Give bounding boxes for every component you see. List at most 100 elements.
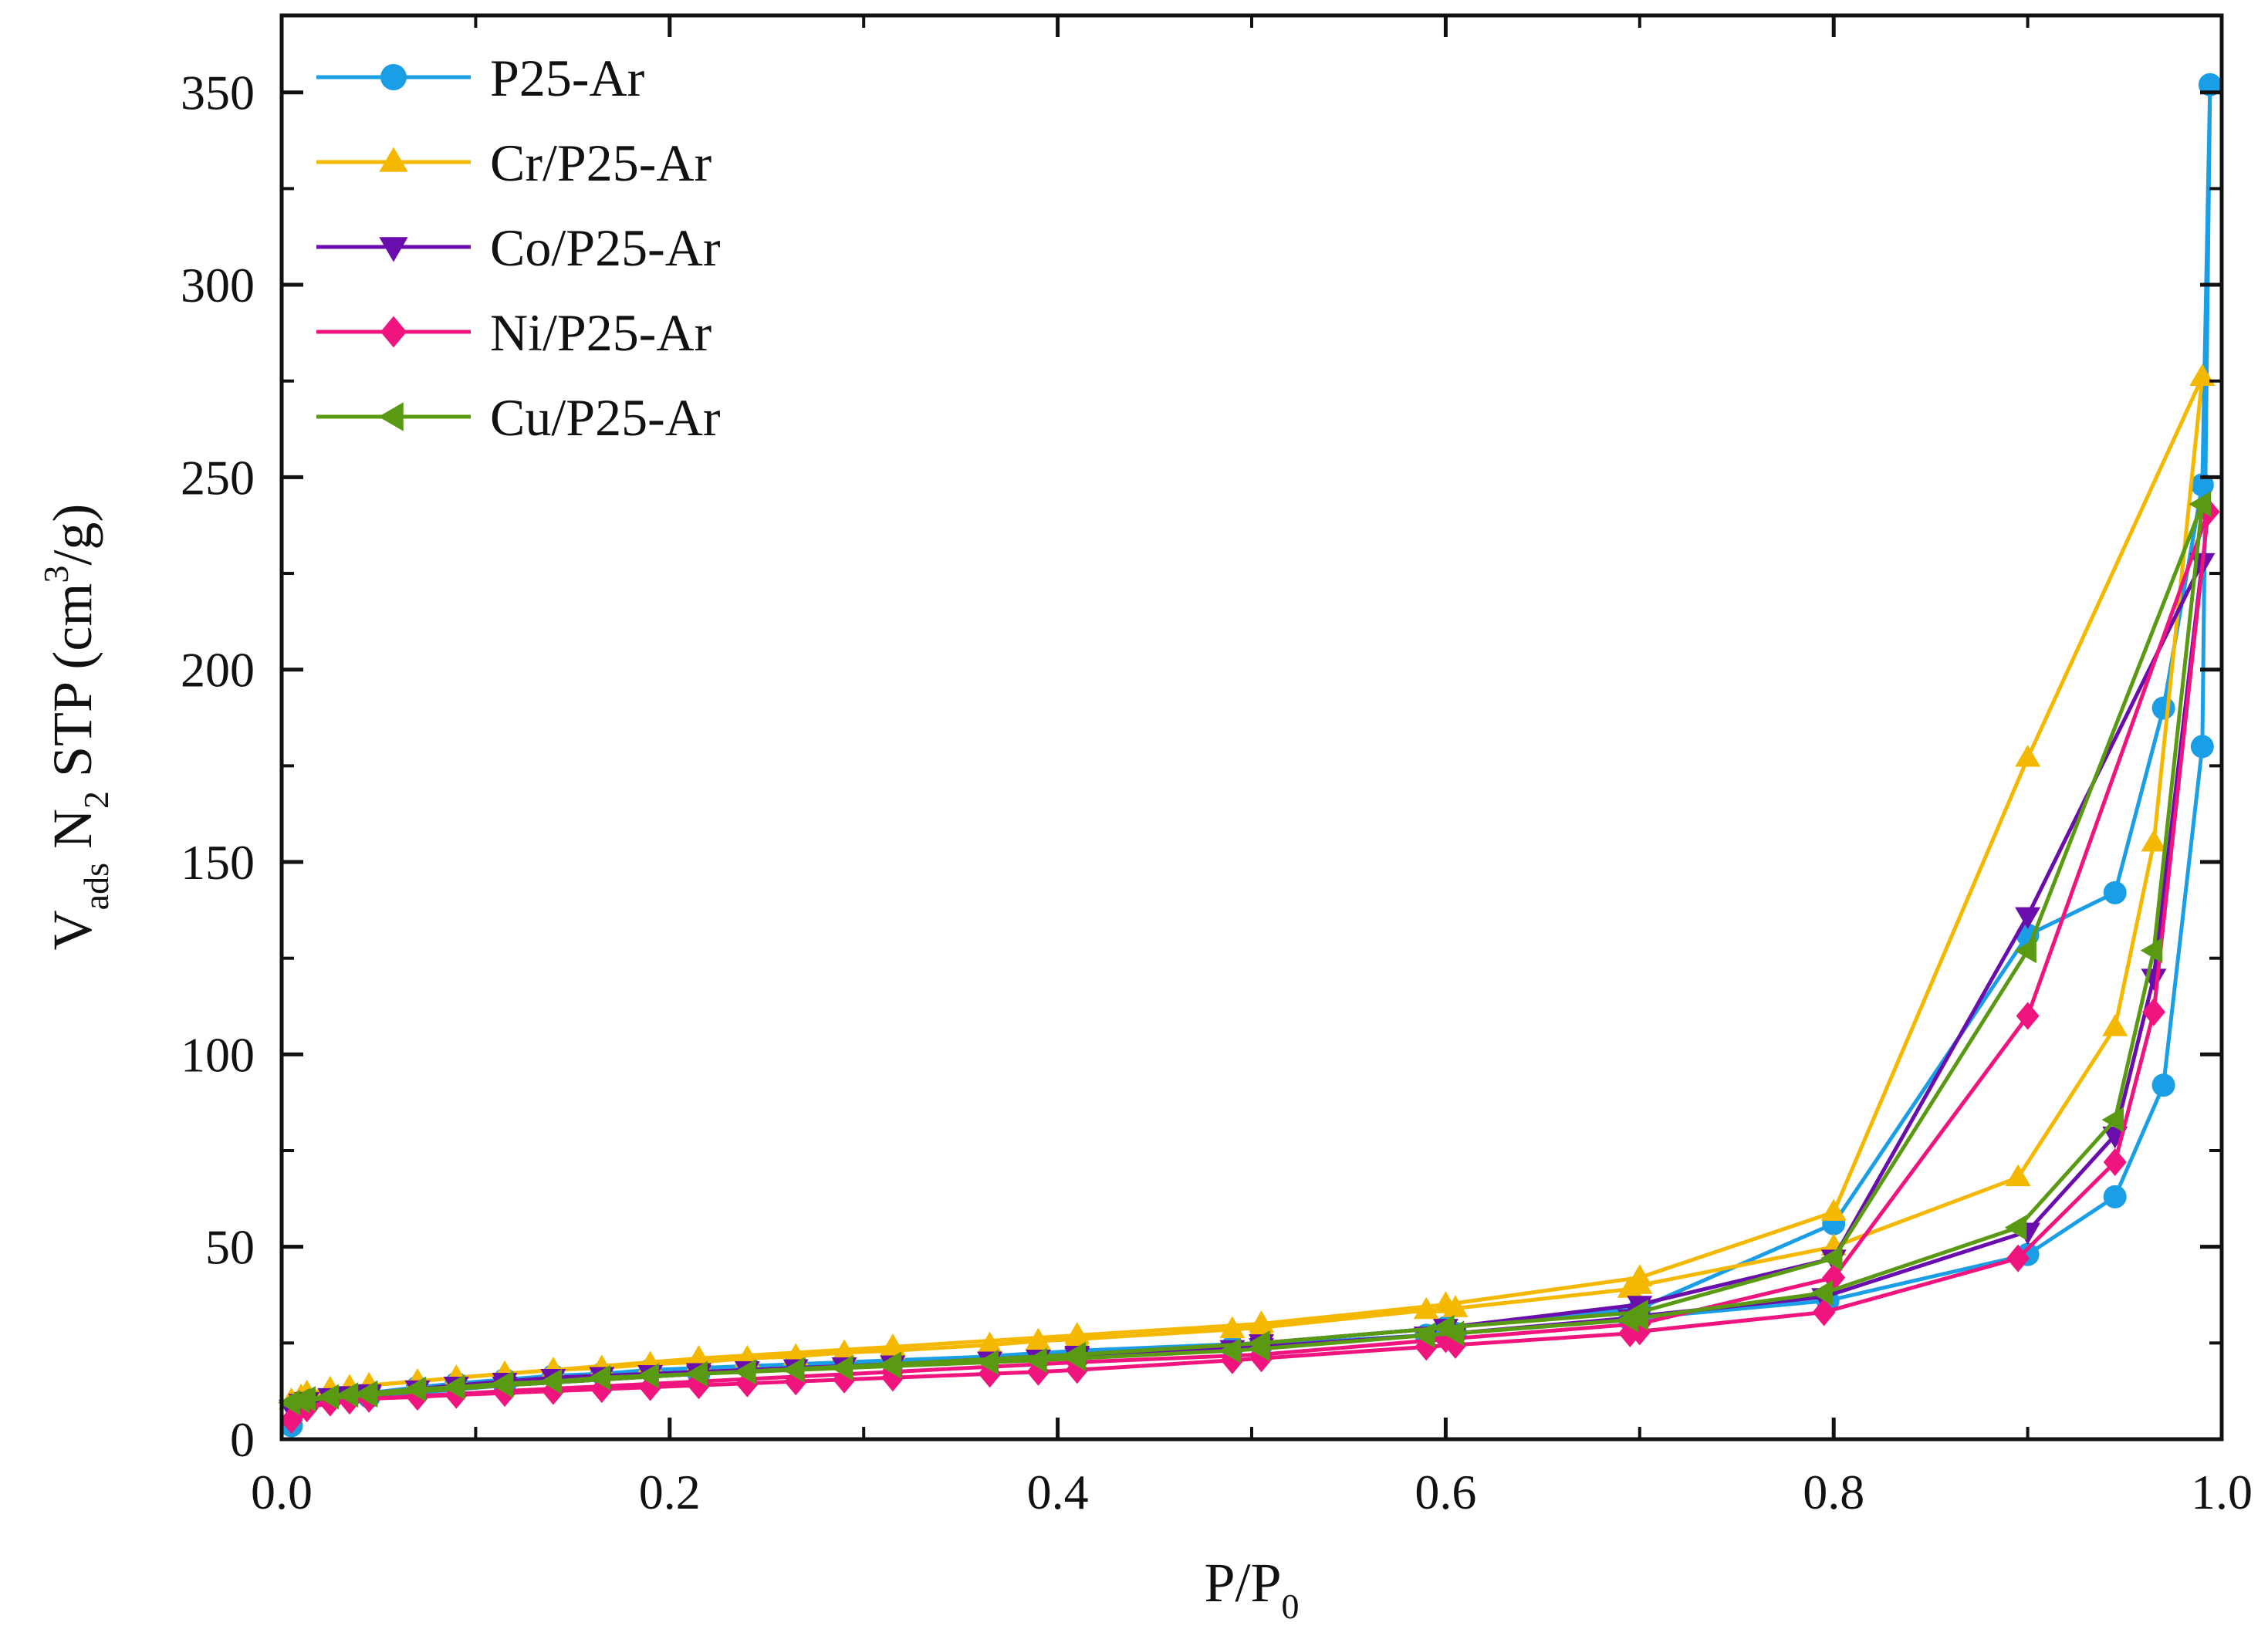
y-tick-label: 50 — [205, 1220, 255, 1275]
y-tick-label: 250 — [181, 450, 255, 505]
data-point — [831, 1339, 857, 1362]
y-tick-label: 200 — [181, 643, 255, 698]
data-point — [1810, 1280, 1833, 1306]
data-point — [2103, 880, 2127, 904]
data-point — [2015, 745, 2041, 767]
data-point — [2004, 1215, 2027, 1241]
x-tick-label: 1.0 — [2191, 1465, 2253, 1519]
legend-marker — [379, 147, 408, 172]
legend-label: Cu/P25-Ar — [490, 388, 721, 447]
data-point — [2015, 907, 2041, 930]
series-Co/P25-Ar — [279, 553, 2216, 1422]
legend-label: Cr/P25-Ar — [490, 134, 711, 192]
x-tick-label: 0.8 — [1803, 1465, 1864, 1519]
data-point — [1064, 1322, 1090, 1344]
data-point — [1820, 1245, 1843, 1272]
data-point — [1413, 1296, 1439, 1320]
data-point — [355, 1382, 378, 1408]
data-point — [686, 1345, 712, 1367]
data-point — [2006, 1244, 2030, 1273]
legend: P25-Ar Cr/P25-Ar Co/P25-Ar Ni/P25-Ar Cu/P25-… — [316, 49, 721, 447]
data-point — [1812, 1298, 1836, 1327]
data-point — [1413, 1322, 1435, 1348]
y-axis-title: Vads N2 STP (cm3/g) — [36, 504, 116, 951]
legend-marker — [380, 64, 407, 90]
data-point — [287, 1387, 310, 1414]
legend-marker — [379, 237, 408, 262]
legend-label: Ni/P25-Ar — [490, 303, 711, 362]
data-point — [830, 1355, 853, 1381]
data-point — [316, 1384, 340, 1410]
data-point — [2005, 1164, 2031, 1187]
data-point — [782, 1357, 805, 1383]
y-tick-label: 100 — [181, 1027, 255, 1082]
y-tick-label: 350 — [181, 66, 255, 120]
data-point — [443, 1374, 465, 1401]
data-point — [2190, 735, 2214, 759]
y-tick-label: 0 — [230, 1412, 255, 1467]
data-point — [2102, 1014, 2128, 1036]
x-tick-label: 0.4 — [1027, 1465, 1089, 1519]
data-point — [2101, 1107, 2124, 1133]
legend-entry: Cr/P25-Ar — [316, 134, 711, 192]
legend-label: Co/P25-Ar — [490, 218, 721, 277]
data-point — [1432, 1314, 1455, 1340]
data-point — [2151, 1073, 2175, 1097]
data-point — [1248, 1330, 1270, 1356]
data-point — [1063, 1341, 1086, 1367]
data-point — [879, 1351, 902, 1377]
x-tick-label: 0.2 — [639, 1465, 701, 1519]
data-point — [1219, 1337, 1242, 1364]
x-tick-label: 0.0 — [251, 1465, 313, 1519]
series-line — [290, 509, 2210, 1422]
data-point — [1432, 1291, 1458, 1313]
legend-label: P25-Ar — [490, 49, 645, 107]
data-point — [637, 1363, 659, 1389]
data-point — [977, 1331, 1003, 1354]
data-point — [2016, 1002, 2040, 1030]
data-point — [2103, 1185, 2127, 1208]
series-line — [289, 83, 2212, 1428]
data-point — [1025, 1347, 1047, 1374]
series-layer — [278, 73, 2222, 1438]
data-point — [2141, 829, 2167, 852]
data-point — [336, 1382, 359, 1408]
data-point — [404, 1376, 427, 1402]
series-line — [290, 375, 2205, 1403]
data-point — [1626, 1299, 1649, 1325]
data-point — [2142, 998, 2166, 1026]
legend-entry: P25-Ar — [316, 49, 645, 107]
data-point — [491, 1372, 514, 1398]
data-point — [685, 1360, 708, 1387]
x-axis-title: P/P0 — [1204, 1552, 1299, 1626]
data-point — [278, 1390, 300, 1416]
data-point — [2189, 491, 2212, 517]
axes-layer: 0.0 0.2 0.4 0.6 0.8 1.0 0 50 100 150 200 250 300 350 — [181, 15, 2253, 1519]
y-tick-label: 150 — [181, 835, 255, 890]
data-point — [2014, 938, 2036, 964]
series-P25-Ar — [279, 73, 2222, 1438]
legend-entry: Cu/P25-Ar — [316, 388, 721, 447]
data-point — [2140, 938, 2163, 964]
data-point — [1249, 1310, 1275, 1333]
data-point — [2189, 363, 2216, 386]
legend-entry: Co/P25-Ar — [316, 218, 721, 277]
data-point — [1820, 1198, 1847, 1222]
data-point — [880, 1333, 906, 1356]
x-tick-label: 0.6 — [1415, 1465, 1476, 1519]
data-point — [2151, 696, 2175, 720]
data-point — [1025, 1327, 1051, 1350]
series-Cu/P25-Ar — [278, 491, 2212, 1416]
legend-marker — [378, 402, 404, 431]
data-point — [588, 1364, 611, 1391]
data-point — [734, 1359, 756, 1385]
data-point — [2103, 1147, 2127, 1176]
series-Cr/P25-Ar — [279, 363, 2216, 1410]
y-tick-label: 300 — [181, 258, 255, 313]
data-point — [1219, 1316, 1246, 1339]
legend-entry: Ni/P25-Ar — [316, 303, 711, 362]
series-Ni/P25-Ar — [279, 498, 2220, 1435]
data-point — [1627, 1264, 1653, 1286]
data-point — [539, 1368, 563, 1394]
